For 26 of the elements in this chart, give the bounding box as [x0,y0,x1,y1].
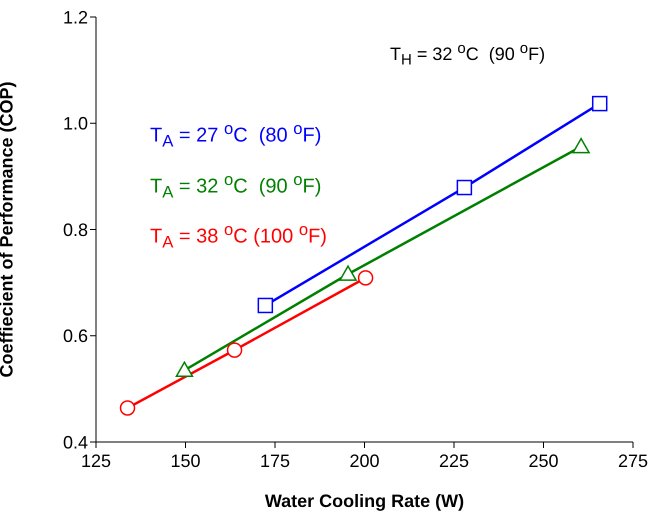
x-tick-label: 150 [170,450,201,471]
point [120,400,136,416]
y-tick-label: 1.0 [62,114,88,134]
x-tick-label: 175 [260,450,290,471]
x-tick-label: 225 [438,450,470,471]
x-tick-label: 125 [80,450,112,471]
point [339,265,357,281]
x-axis-title: Water Cooling Rate (W) [264,491,464,511]
annotation: T$_{H}$ = 32 $^{o}$C (90 $^{o}$F) [390,40,546,69]
point [258,298,274,314]
point [572,138,590,154]
x-tick-label: 275 [618,450,648,471]
text: T$_{A}$ = 27 $^{o}$C (80 $^{o}$F) [150,118,322,153]
x-tick-label: 200 [349,450,380,471]
point [592,96,608,112]
point [176,362,194,378]
x-tick-label: 250 [528,450,559,471]
y-tick-label: 0.4 [62,432,88,452]
series-label: T$_{A}$ = 38 $^{o}$C (100 $^{o}$F) [150,219,327,254]
y-tick-label: 0.8 [62,220,88,240]
point [358,270,374,286]
y-tick-label: 1.2 [62,7,88,28]
point [226,342,242,358]
point [456,180,472,196]
y-tick-label: 0.6 [62,326,88,346]
text: T$_{A}$ = 32 $^{o}$C (90 $^{o}$F) [150,168,322,204]
